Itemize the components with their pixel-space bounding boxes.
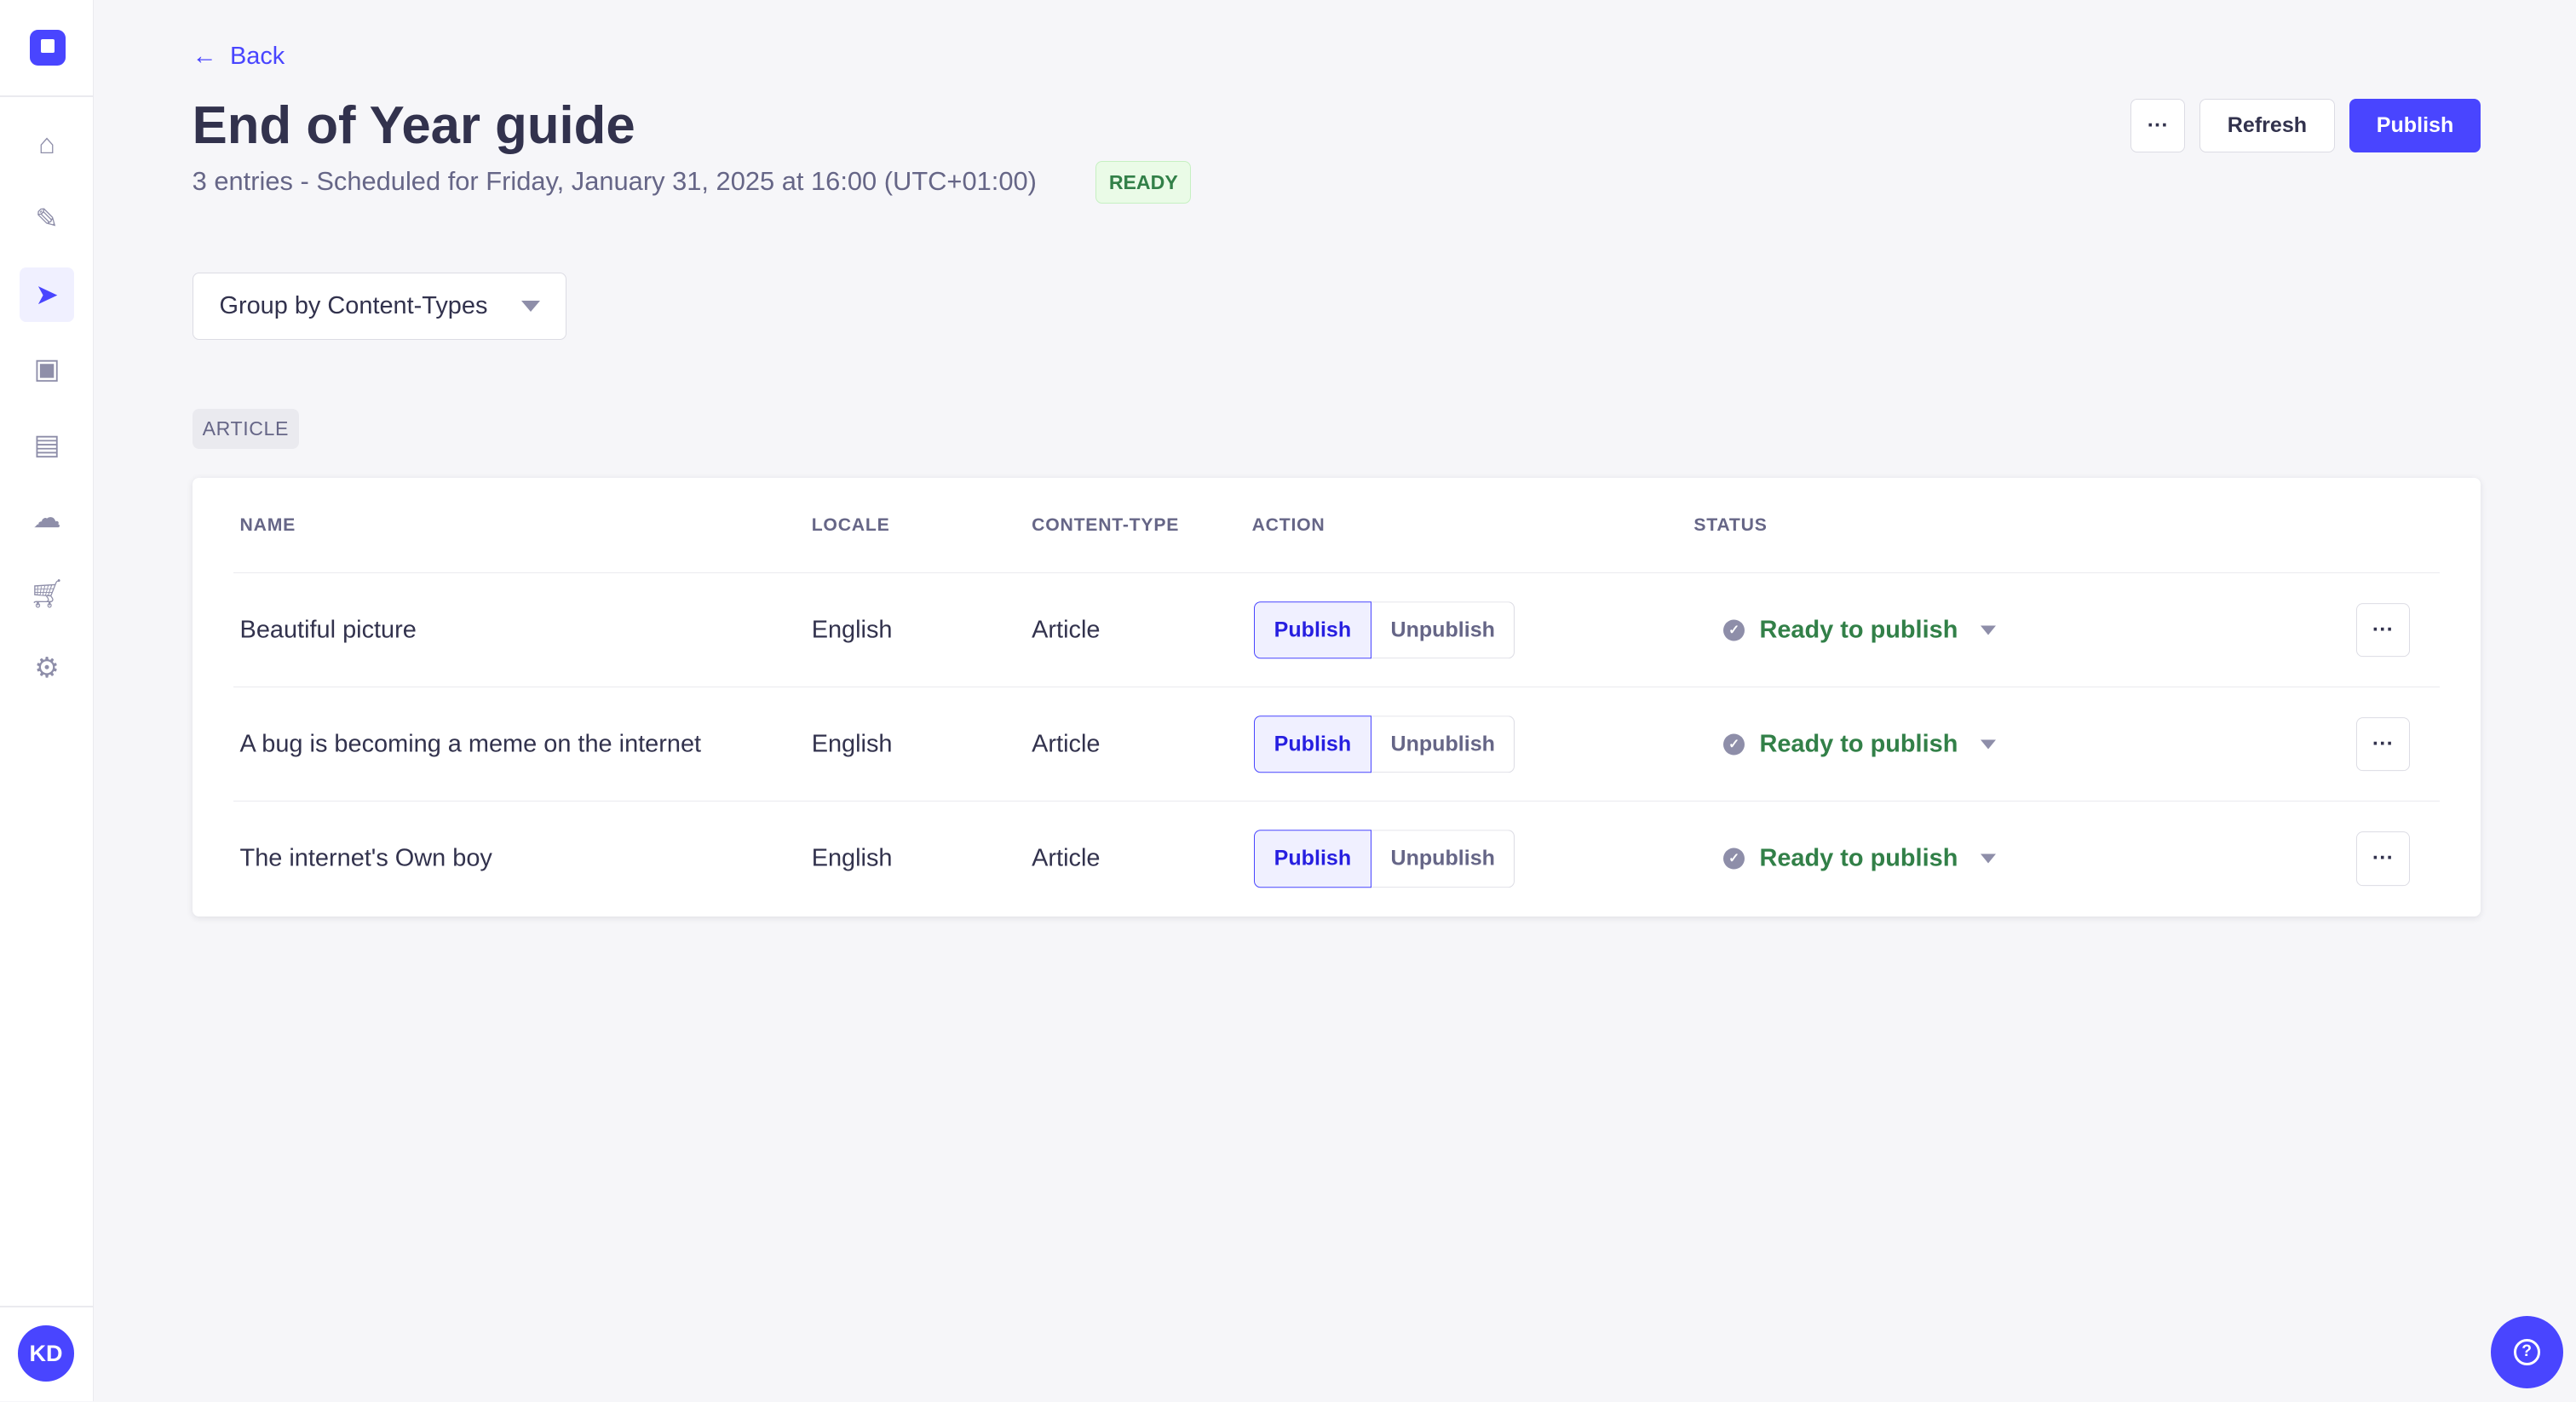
column-header: NAME bbox=[239, 514, 296, 535]
chevron-down-icon bbox=[520, 301, 540, 312]
arrow-left-icon: ← bbox=[192, 43, 217, 71]
column-header: CONTENT-TYPE bbox=[1032, 514, 1180, 535]
entry-name: Beautiful picture bbox=[239, 616, 417, 644]
entry-locale: English bbox=[811, 616, 893, 644]
help-button[interactable]: ? bbox=[2490, 1315, 2563, 1388]
table-row: A bug is becoming a meme on the internet… bbox=[233, 687, 2440, 802]
publish-toggle[interactable]: Publish bbox=[1253, 830, 1372, 888]
question-icon: ? bbox=[2513, 1338, 2540, 1365]
cart-icon[interactable]: 🛒︎ bbox=[29, 577, 65, 609]
action-toggle: Publish Unpublish bbox=[1253, 600, 1515, 659]
status-dropdown[interactable]: ✓ Ready to publish bbox=[1723, 730, 1997, 758]
chevron-down-icon bbox=[1981, 739, 1997, 749]
entry-name: The internet's Own boy bbox=[239, 844, 492, 872]
logo-icon[interactable] bbox=[29, 29, 66, 66]
publish-button[interactable]: Publish bbox=[2349, 98, 2481, 153]
column-header: LOCALE bbox=[811, 514, 890, 535]
status-label: Ready to publish bbox=[1759, 844, 1958, 872]
group-by-select[interactable]: Group by Content-Types bbox=[192, 273, 567, 341]
column-header: ACTION bbox=[1251, 514, 1325, 535]
check-circle-icon: ✓ bbox=[1723, 733, 1745, 756]
chevron-down-icon bbox=[1981, 853, 1997, 864]
images-icon[interactable]: ▣ bbox=[33, 352, 60, 384]
row-more-button[interactable]: ··· bbox=[2355, 602, 2411, 658]
entry-locale: English bbox=[811, 844, 893, 872]
select-value: Group by Content-Types bbox=[219, 292, 488, 320]
table-row: The internet's Own boy English Article P… bbox=[233, 802, 2440, 916]
check-circle-icon: ✓ bbox=[1723, 619, 1745, 641]
cloud-icon[interactable]: ☁ bbox=[32, 502, 61, 534]
column-header: STATUS bbox=[1693, 514, 1768, 535]
entry-content-type: Article bbox=[1032, 730, 1101, 758]
home-icon[interactable]: ⌂ bbox=[38, 127, 55, 159]
table-row: Beautiful picture English Article Publis… bbox=[233, 573, 2440, 688]
avatar[interactable]: KD bbox=[18, 1325, 74, 1382]
more-actions-button[interactable]: ··· bbox=[2130, 98, 2186, 153]
divider bbox=[0, 95, 94, 97]
unpublish-toggle[interactable]: Unpublish bbox=[1371, 830, 1515, 888]
table-header: NAME LOCALE CONTENT-TYPE ACTION STATUS bbox=[233, 478, 2440, 574]
refresh-button[interactable]: Refresh bbox=[2199, 98, 2335, 153]
page-title: End of Year guide bbox=[192, 95, 635, 155]
check-circle-icon: ✓ bbox=[1723, 848, 1745, 870]
row-more-button[interactable]: ··· bbox=[2355, 716, 2411, 772]
entries-table: NAME LOCALE CONTENT-TYPE ACTION STATUS B… bbox=[192, 478, 2481, 917]
status-label: Ready to publish bbox=[1759, 730, 1958, 758]
publish-toggle[interactable]: Publish bbox=[1253, 600, 1372, 659]
unpublish-toggle[interactable]: Unpublish bbox=[1371, 715, 1515, 773]
paper-plane-icon[interactable]: ➤ bbox=[20, 267, 74, 322]
row-more-button[interactable]: ··· bbox=[2355, 831, 2411, 886]
back-link[interactable]: ← Back bbox=[193, 43, 285, 71]
entry-content-type: Article bbox=[1032, 844, 1101, 872]
entry-name: A bug is becoming a meme on the internet bbox=[239, 730, 702, 758]
page-subtitle: 3 entries - Scheduled for Friday, Januar… bbox=[192, 165, 1037, 196]
chevron-down-icon bbox=[1981, 625, 1997, 635]
publish-toggle[interactable]: Publish bbox=[1253, 715, 1372, 773]
divider bbox=[0, 1306, 94, 1308]
status-badge: READY bbox=[1095, 161, 1192, 204]
sidebar: ⌂ ✎ ➤ ▣ ▤ ☁ 🛒︎ ⚙ KD bbox=[0, 0, 94, 1402]
status-dropdown[interactable]: ✓ Ready to publish bbox=[1723, 616, 1997, 644]
unpublish-toggle[interactable]: Unpublish bbox=[1371, 600, 1515, 659]
status-label: Ready to publish bbox=[1759, 616, 1958, 644]
back-label: Back bbox=[229, 43, 285, 71]
action-toggle: Publish Unpublish bbox=[1253, 715, 1515, 773]
layout-icon[interactable]: ▤ bbox=[33, 428, 60, 460]
gear-icon[interactable]: ⚙ bbox=[34, 651, 60, 683]
action-toggle: Publish Unpublish bbox=[1253, 830, 1515, 888]
entry-content-type: Article bbox=[1032, 616, 1101, 644]
feather-icon[interactable]: ✎ bbox=[35, 203, 59, 235]
group-tag: ARTICLE bbox=[192, 409, 299, 449]
entry-locale: English bbox=[811, 730, 893, 758]
status-dropdown[interactable]: ✓ Ready to publish bbox=[1723, 844, 1997, 873]
